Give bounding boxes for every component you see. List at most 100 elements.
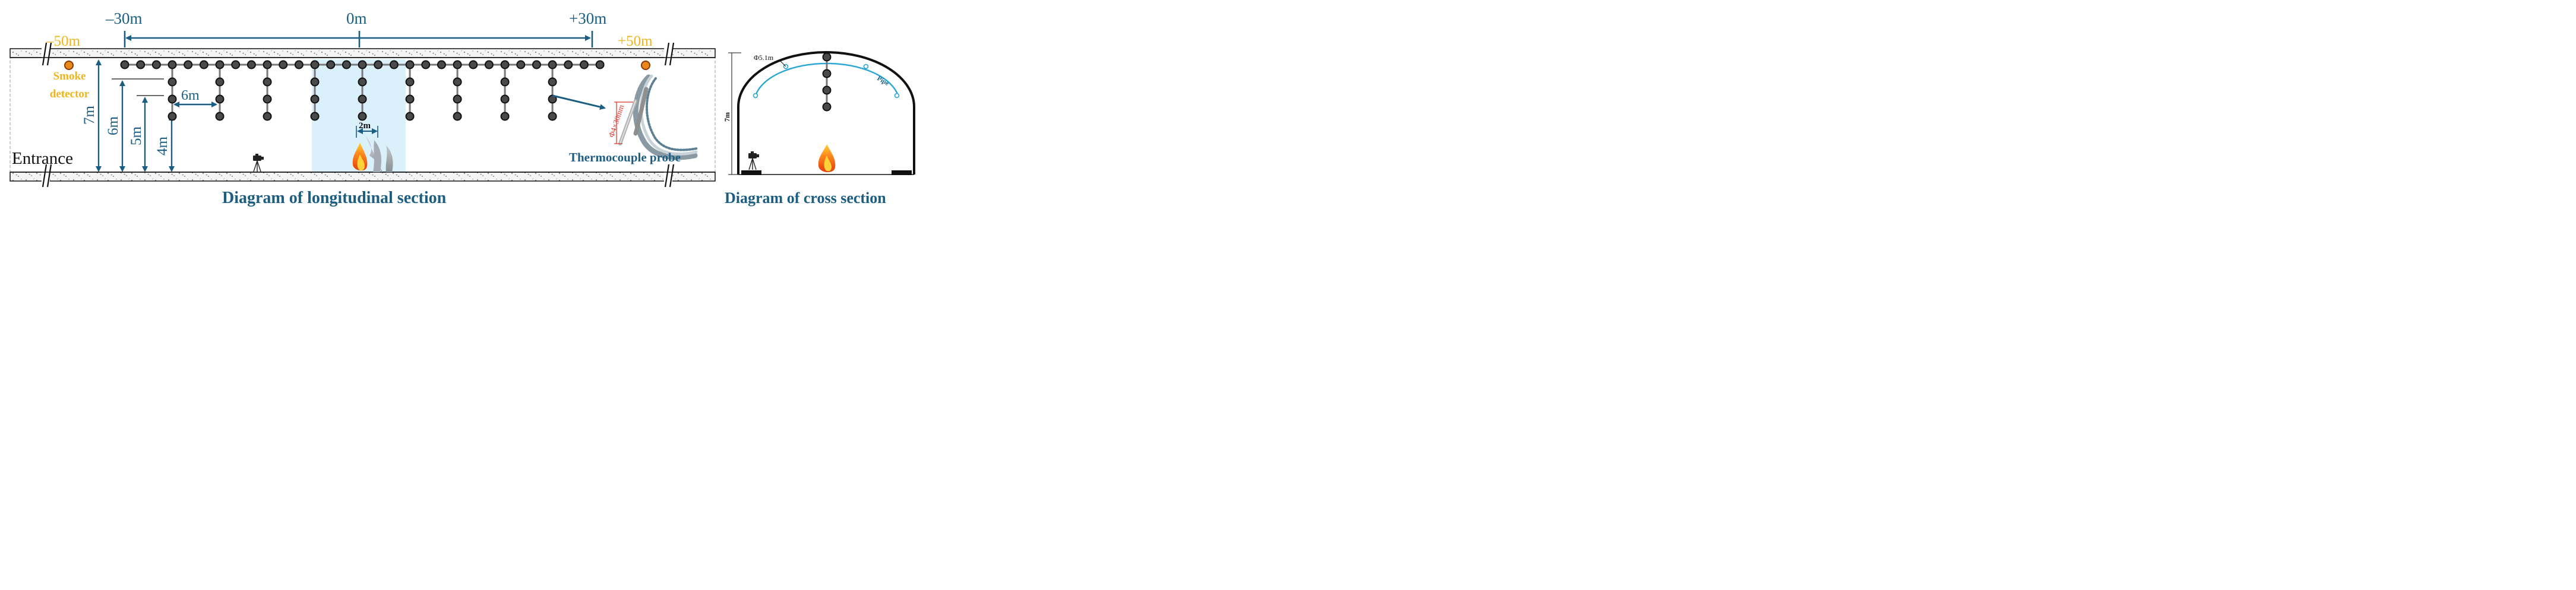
tunnel-arch	[737, 51, 915, 175]
thermocouple-node	[184, 60, 193, 69]
thermocouple-node	[405, 112, 415, 121]
pipe-label: Pipe	[876, 75, 890, 87]
thermocouple-node	[579, 60, 589, 69]
smoke-detector-right	[641, 61, 650, 70]
camera-icon	[253, 154, 264, 172]
thermocouple-node	[167, 77, 177, 87]
thermocouple-array	[120, 60, 605, 121]
spacing-label-6m: 6m	[181, 88, 200, 103]
floor-block-right	[892, 170, 912, 175]
thermocouple-node	[358, 112, 367, 121]
break-symbol-left	[42, 42, 52, 188]
cross-height-label: 7m	[723, 112, 731, 122]
thermocouple-node	[374, 60, 383, 69]
thermocouple-node	[279, 60, 288, 69]
floor-block-left	[741, 170, 761, 175]
thermocouple-node	[405, 60, 415, 69]
thermocouple-node	[136, 60, 146, 69]
thermocouple-node	[548, 94, 557, 104]
pipe-nodes	[753, 64, 900, 99]
thermocouple-probe-illustration: Φ4×30mm	[607, 74, 698, 160]
smoke-detector-label-line1: Smoke	[53, 70, 86, 83]
entrance-label: Entrance	[12, 149, 73, 168]
thermocouple-node	[595, 60, 605, 69]
label-minus30: –30m	[105, 9, 143, 27]
height-dimensions	[96, 59, 175, 172]
thermocouple-node	[246, 60, 256, 69]
thermocouple-node	[469, 60, 478, 69]
thermocouple-node	[310, 77, 320, 87]
thermocouple-node	[564, 60, 573, 69]
thermocouple-node	[342, 60, 351, 69]
thermocouple-node	[421, 60, 431, 69]
thermocouple-node	[484, 60, 494, 69]
label-zero: 0m	[346, 9, 367, 27]
thermocouple-node	[215, 60, 225, 69]
thermocouple-node	[167, 94, 177, 104]
thermocouple-node	[516, 60, 526, 69]
tunnel-experiment-diagram: –30m 0m +30m –50m +50m Smoke detector 7m…	[10, 9, 915, 207]
thermocouple-node	[310, 94, 320, 104]
thermocouple-node	[453, 94, 462, 104]
height-label-7m: 7m	[81, 106, 97, 125]
thermocouple-node	[215, 77, 225, 87]
thermocouple-node	[453, 60, 462, 69]
thermocouple-node	[215, 112, 225, 121]
thermocouple-node	[453, 77, 462, 87]
diameter-label: Φ5.1m	[754, 53, 774, 62]
thermocouple-node	[389, 60, 399, 69]
thermocouple-node	[167, 112, 177, 121]
fire-source	[352, 135, 393, 172]
thermocouple-node	[358, 77, 367, 87]
camera-icon	[748, 151, 759, 170]
thermocouple-node	[263, 112, 272, 121]
thermocouple-node	[231, 60, 241, 69]
cross-sensor-column	[822, 52, 832, 112]
thermocouple-node	[263, 60, 272, 69]
thermocouple-node	[548, 112, 557, 121]
thermocouple-node	[215, 94, 225, 104]
thermocouple-node	[500, 60, 510, 69]
longitudinal-caption: Diagram of longitudinal section	[222, 189, 447, 207]
thermocouple-node	[167, 60, 177, 69]
thermocouple-node	[548, 60, 557, 69]
thermocouple-node	[500, 77, 510, 87]
longitudinal-section: –30m 0m +30m –50m +50m Smoke detector 7m…	[10, 9, 716, 207]
cross-fire-icon	[818, 144, 836, 173]
thermocouple-node	[199, 60, 208, 69]
thermocouple-node	[310, 112, 320, 121]
floor-slab	[10, 172, 716, 182]
height-label-6m: 6m	[105, 116, 121, 136]
height-label-5m: 5m	[128, 126, 144, 146]
ceiling-slab	[10, 48, 716, 58]
thermocouple-node	[437, 60, 446, 69]
thermocouple-node	[120, 60, 129, 69]
thermocouple-node	[151, 60, 161, 69]
thermocouple-node	[532, 60, 541, 69]
height-label-4m: 4m	[154, 137, 170, 156]
fire-width-label: 2m	[359, 121, 371, 131]
thermocouple-probe-label: Thermocouple probe	[569, 150, 681, 164]
label-plus30: +30m	[569, 9, 606, 27]
thermocouple-node	[310, 60, 320, 69]
smoke-detector-left	[64, 61, 74, 70]
thermocouple-node	[263, 77, 272, 87]
thermocouple-node	[405, 77, 415, 87]
thermocouple-node	[326, 60, 336, 69]
probe-pointer-arrow	[552, 94, 606, 110]
thermocouple-node	[500, 94, 510, 104]
label-minus50: –50m	[46, 33, 81, 49]
thermocouple-node	[358, 94, 367, 104]
thermocouple-node	[405, 94, 415, 104]
smoke-detector-label-line2: detector	[50, 88, 90, 100]
label-plus50: +50m	[618, 33, 653, 49]
thermocouple-node	[500, 112, 510, 121]
break-symbol-right	[664, 42, 675, 188]
thermocouple-node	[294, 60, 304, 69]
cross-section: Pipe Φ5.1m 7m Diag	[723, 51, 915, 207]
cross-caption: Diagram of cross section	[725, 189, 886, 207]
thermocouple-node	[453, 112, 462, 121]
thermocouple-node	[358, 60, 367, 69]
thermocouple-node	[263, 94, 272, 104]
thermocouple-node	[548, 77, 557, 87]
